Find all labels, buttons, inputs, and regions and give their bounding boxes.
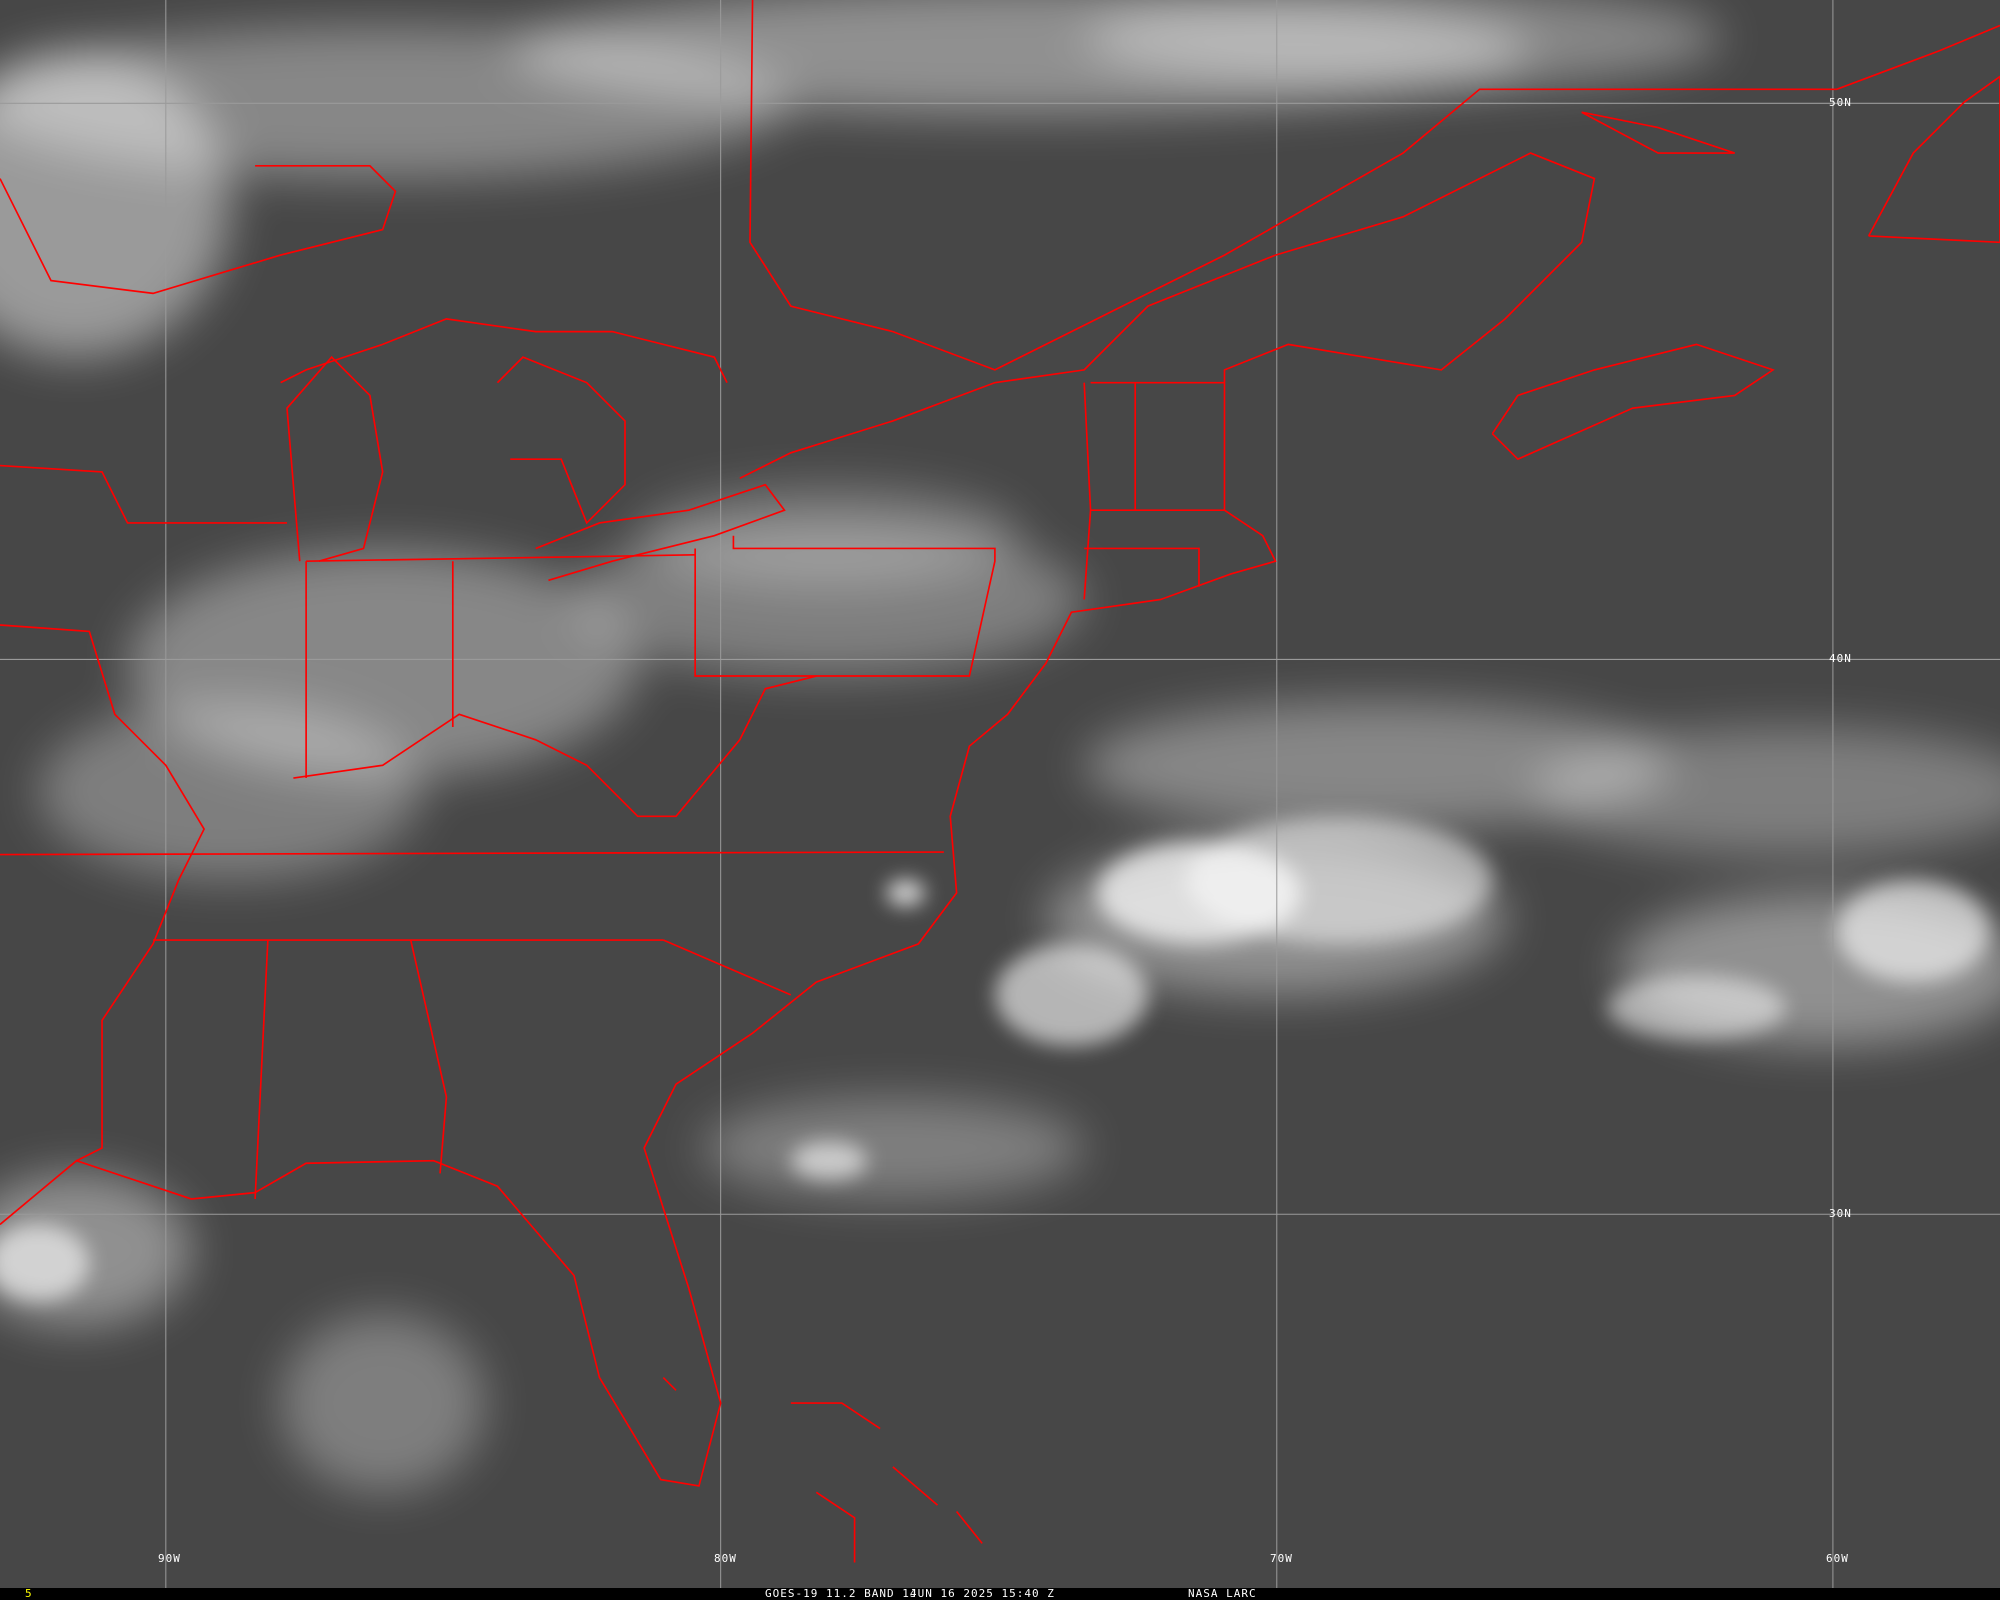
cloud xyxy=(38,701,421,881)
info-bar: 5 GOES-19 11.2 BAND 14 JUN 16 2025 15:40… xyxy=(0,1587,2000,1600)
bright-cloud xyxy=(1607,975,1786,1040)
band-label: GOES-19 11.2 BAND 14 xyxy=(765,1587,918,1600)
boundary-line xyxy=(0,851,944,856)
boundary-line xyxy=(662,939,792,996)
lat-label-30n: 30N xyxy=(1829,1207,1852,1220)
lat-label-40n: 40N xyxy=(1829,652,1852,665)
cloud xyxy=(637,484,1021,587)
cloud xyxy=(1084,0,1722,90)
bright-cloud xyxy=(1186,816,1493,944)
political-boundaries xyxy=(0,0,2000,1563)
boundary-line xyxy=(286,355,384,563)
bright-cloud xyxy=(0,1224,90,1302)
bright-cloud xyxy=(1836,880,1990,983)
boundary-line xyxy=(694,535,996,677)
boundary-line xyxy=(1491,343,1775,461)
boundary-line xyxy=(815,1491,856,1563)
boundary-line xyxy=(790,1402,881,1430)
cloud-layer xyxy=(0,0,2000,1493)
cloud xyxy=(701,1096,1085,1199)
boundary-line xyxy=(293,675,817,818)
boundary-line xyxy=(535,483,786,582)
boundary-line xyxy=(0,464,287,524)
lon-label-80w: 80W xyxy=(714,1552,737,1565)
bright-cloud-layer xyxy=(0,816,1990,1302)
boundary-line xyxy=(496,356,626,525)
cloud xyxy=(1530,727,2000,855)
datetime-label: JUN 16 2025 15:40 Z xyxy=(910,1587,1055,1600)
boundary-line xyxy=(1084,547,1200,587)
boundary-line xyxy=(1581,111,1735,154)
lon-label-70w: 70W xyxy=(1270,1552,1293,1565)
boundary-line xyxy=(1867,75,2000,244)
lon-label-60w: 60W xyxy=(1826,1552,1849,1565)
bright-cloud xyxy=(790,1141,868,1180)
boundary-line xyxy=(0,152,1596,1487)
boundary-line xyxy=(749,0,2000,371)
frame-number: 5 xyxy=(25,1587,33,1600)
cloud xyxy=(1084,701,1671,830)
cloud xyxy=(280,1313,485,1493)
boundary-line xyxy=(254,940,269,1200)
boundary-line xyxy=(662,1376,677,1391)
boundary-line xyxy=(892,1466,939,1506)
boundary-line xyxy=(955,1510,983,1544)
boundary-line xyxy=(306,554,696,563)
boundary-line xyxy=(409,939,448,1174)
boundary-line xyxy=(280,318,728,384)
lon-label-90w: 90W xyxy=(158,1552,181,1565)
bright-cloud xyxy=(994,943,1148,1046)
credit-label: NASA LARC xyxy=(1188,1587,1257,1600)
boundary-line xyxy=(0,164,397,295)
lat-label-50n: 50N xyxy=(1829,96,1852,109)
bright-cloud xyxy=(886,880,925,906)
